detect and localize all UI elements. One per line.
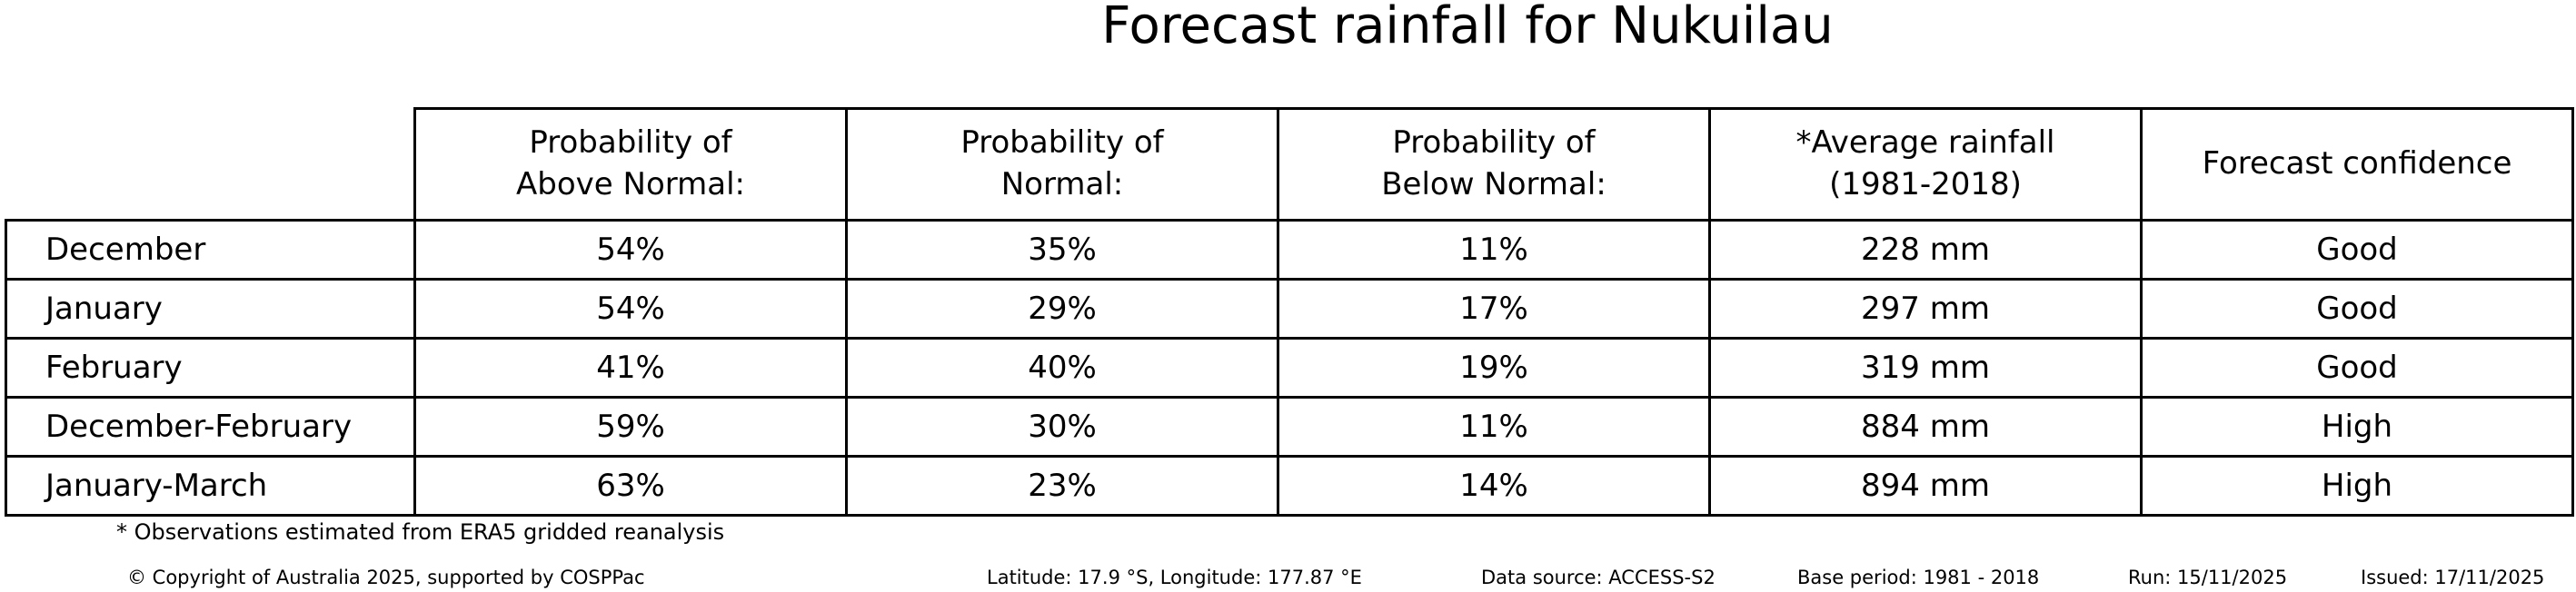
row-label: January-March: [5, 455, 416, 517]
copyright-text: © Copyright of Australia 2025, supported…: [127, 567, 645, 588]
table-row-january: January 54% 29% 17% 297 mm Good: [5, 278, 2574, 340]
table-row-january-march: January-March 63% 23% 14% 894 mm High: [5, 455, 2574, 517]
table-row-december: December 54% 35% 11% 228 mm Good: [5, 219, 2574, 281]
col-header-below-normal: Probability of Below Normal:: [1277, 107, 1711, 222]
data-source-text: Data source: ACCESS-S2: [1481, 567, 1716, 588]
location-text: Latitude: 17.9 °S, Longitude: 177.87 °E: [987, 567, 1362, 588]
cell-normal: 35%: [845, 219, 1279, 281]
table-row-december-february: December-February 59% 30% 11% 884 mm Hig…: [5, 396, 2574, 458]
cell-normal: 40%: [845, 337, 1279, 399]
row-label: December-February: [5, 396, 416, 458]
cell-below-normal: 11%: [1277, 396, 1711, 458]
cell-below-normal: 11%: [1277, 219, 1711, 281]
col-header-average-rainfall: *Average rainfall (1981-2018): [1708, 107, 2143, 222]
cell-forecast-confidence: Good: [2140, 337, 2574, 399]
col-header-above-normal: Probability of Above Normal:: [413, 107, 848, 222]
cell-below-normal: 19%: [1277, 337, 1711, 399]
issued-date-text: Issued: 17/11/2025: [2361, 567, 2545, 588]
row-label: February: [5, 337, 416, 399]
cell-normal: 29%: [845, 278, 1279, 340]
cell-average-rainfall: 894 mm: [1708, 455, 2143, 517]
cell-normal: 30%: [845, 396, 1279, 458]
footnote: * Observations estimated from ERA5 gridd…: [116, 519, 725, 545]
cell-forecast-confidence: Good: [2140, 219, 2574, 281]
page-title: Forecast rainfall for Nukuilau: [1101, 0, 1834, 55]
cell-above-normal: 41%: [413, 337, 848, 399]
cell-below-normal: 17%: [1277, 278, 1711, 340]
run-date-text: Run: 15/11/2025: [2128, 567, 2288, 588]
col-header-normal: Probability of Normal:: [845, 107, 1279, 222]
cell-average-rainfall: 297 mm: [1708, 278, 2143, 340]
corner-cell: [6, 109, 415, 221]
cell-above-normal: 54%: [413, 219, 848, 281]
table-header-row: Probability of Above Normal: Probability…: [6, 107, 2574, 222]
cell-forecast-confidence: High: [2140, 455, 2574, 517]
forecast-table: Probability of Above Normal: Probability…: [5, 107, 2574, 517]
table-row-february: February 41% 40% 19% 319 mm Good: [5, 337, 2574, 399]
row-label: December: [5, 219, 416, 281]
col-header-forecast-confidence: Forecast confidence: [2140, 107, 2574, 222]
cell-average-rainfall: 884 mm: [1708, 396, 2143, 458]
cell-average-rainfall: 228 mm: [1708, 219, 2143, 281]
cell-normal: 23%: [845, 455, 1279, 517]
base-period-text: Base period: 1981 - 2018: [1797, 567, 2040, 588]
cell-average-rainfall: 319 mm: [1708, 337, 2143, 399]
cell-forecast-confidence: Good: [2140, 278, 2574, 340]
cell-forecast-confidence: High: [2140, 396, 2574, 458]
cell-above-normal: 63%: [413, 455, 848, 517]
cell-above-normal: 59%: [413, 396, 848, 458]
row-label: January: [5, 278, 416, 340]
cell-below-normal: 14%: [1277, 455, 1711, 517]
cell-above-normal: 54%: [413, 278, 848, 340]
